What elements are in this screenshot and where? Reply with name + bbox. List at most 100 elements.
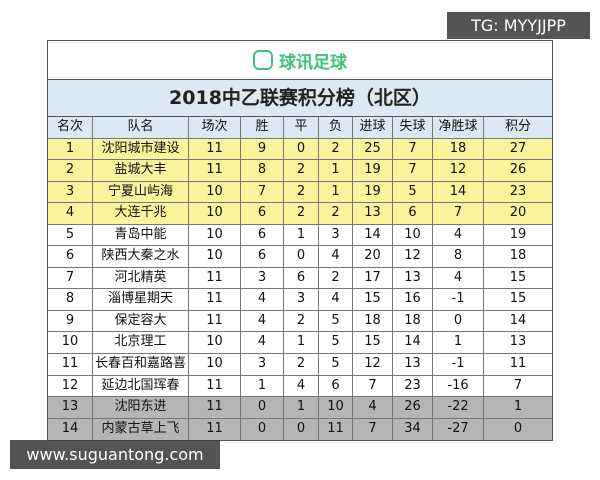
table-cell: 4 <box>48 203 93 224</box>
table-row: 8 淄博星期天 11 4 3 4 15 16 -1 15 <box>48 289 552 311</box>
table-cell: 0 <box>284 246 319 267</box>
table-cell: 11 <box>189 267 241 289</box>
table-cell: 26 <box>509 162 527 178</box>
table-cell: 14 <box>48 418 93 441</box>
table-cell: 1 <box>284 397 319 418</box>
table-cell: 13 <box>48 397 93 418</box>
table-cell: 14 <box>353 224 393 246</box>
table-cell: 沈阳城市建设 <box>93 138 189 160</box>
table-cell: 7 <box>513 377 523 393</box>
table-cell: 保定容大 <box>93 310 189 332</box>
table-cell: 1 <box>433 332 484 354</box>
table-cell: 19 <box>509 226 527 242</box>
table-cell: 11 <box>319 418 353 441</box>
table-row: 10 北京理工 10 4 1 5 15 14 1 13 <box>48 332 552 355</box>
table-cell: 11 <box>189 310 241 332</box>
table-cell: 7 <box>393 138 433 160</box>
table-cell: 0 <box>284 138 319 160</box>
table-cell: 1 <box>513 399 523 415</box>
table-cell: 延边北国珲春 <box>93 375 189 397</box>
table-row: 3 宁夏山屿海 10 7 2 1 19 5 14 23 <box>48 181 552 204</box>
table-row: 7 河北精英 11 3 6 2 17 13 4 15 <box>48 267 552 290</box>
table-cell: 河北精英 <box>93 267 189 289</box>
table-cell: 10 <box>189 246 241 267</box>
header-cell: 场次 <box>189 117 241 138</box>
table-cell: 4 <box>433 267 484 289</box>
table-cell: 27 <box>509 140 527 156</box>
table-cell: 7 <box>353 375 393 397</box>
table-cell: 5 <box>319 332 353 354</box>
table-cell: 4 <box>433 224 484 246</box>
table-cell: 11 <box>189 418 241 441</box>
table-cell: 15 <box>353 332 393 354</box>
table-cell: 陕西大秦之水 <box>93 246 189 267</box>
table-cell: -16 <box>433 375 484 397</box>
table-cell: 4 <box>319 289 353 310</box>
table-cell: 34 <box>393 418 433 441</box>
table-cell: 23 <box>509 183 527 199</box>
table-cell: 8 <box>48 289 93 310</box>
table-cell: 17 <box>353 267 393 289</box>
table-cell: 盐城大丰 <box>93 160 189 181</box>
table-cell: 3 <box>319 224 353 246</box>
header-cell: 失球 <box>393 117 433 138</box>
table-cell: 13 <box>353 203 393 224</box>
standings-table: 名次 队名 场次胜平负进球 失球 净胜球 积分 1 沈阳城市建设 11 9 0 2 25 7 18 27 2 盐城… <box>48 117 552 441</box>
table-cell: 6 <box>393 203 433 224</box>
table-cell: 26 <box>393 397 433 418</box>
table-cell: 8 <box>241 160 284 181</box>
table-row: 2 盐城大丰 11 8 2 1 19 7 12 26 <box>48 160 552 182</box>
table-cell: 6 <box>284 267 319 289</box>
table-cell: 19 <box>353 181 393 203</box>
table-cell: 20 <box>509 205 527 221</box>
table-cell: 1 <box>319 160 353 181</box>
table-cell: 13 <box>393 354 433 375</box>
table-cell: 11 <box>189 375 241 397</box>
table-cell: 10 <box>189 203 241 224</box>
table-cell: 12 <box>433 160 484 181</box>
table-row: 11 长春百和嘉路喜 10 3 2 5 12 13 -1 11 <box>48 354 552 376</box>
table-cell: 1 <box>284 332 319 354</box>
table-cell: 7 <box>48 267 93 289</box>
table-cell: 11 <box>48 354 93 375</box>
table-cell: 2 <box>48 160 93 181</box>
table-row: 9 保定容大 11 4 2 5 18 18 0 14 <box>48 310 552 333</box>
table-cell: 北京理工 <box>93 332 189 354</box>
table-cell: 3 <box>241 354 284 375</box>
table-cell: 2 <box>284 203 319 224</box>
table-cell: 2 <box>284 181 319 203</box>
table-cell: 5 <box>393 181 433 203</box>
header-cell: 净胜球 <box>433 117 484 138</box>
logo-text: 球讯足球 <box>279 52 347 73</box>
table-cell: 12 <box>48 375 93 397</box>
table-cell: 3 <box>48 181 93 203</box>
table-cell: -22 <box>433 397 484 418</box>
table-cell: 15 <box>353 289 393 310</box>
table-cell: 13 <box>393 267 433 289</box>
table-cell: 7 <box>393 160 433 181</box>
table-cell: 6 <box>48 246 93 267</box>
table-row: 5 青岛中能 10 6 1 3 14 10 4 19 <box>48 224 552 247</box>
table-cell: 宁夏山屿海 <box>93 181 189 203</box>
logo-row: 球讯足球 <box>48 41 552 80</box>
table-cell: 1 <box>319 181 353 203</box>
table-cell: 6 <box>241 203 284 224</box>
table-cell: 1 <box>241 375 284 397</box>
table-cell: 青岛中能 <box>93 224 189 246</box>
table-cell: 4 <box>241 289 284 310</box>
table-cell: 7 <box>241 181 284 203</box>
table-cell: 20 <box>353 246 393 267</box>
table-cell: 1 <box>284 224 319 246</box>
table-cell: 淄博星期天 <box>93 289 189 310</box>
table-cell: 10 <box>48 332 93 354</box>
table-cell: 7 <box>433 203 484 224</box>
table-cell: 11 <box>509 356 527 372</box>
table-cell: 18 <box>509 248 527 264</box>
table-cell: 12 <box>353 354 393 375</box>
header-row: 名次 队名 场次胜平负进球 失球 净胜球 积分 <box>48 117 552 139</box>
table-cell: 4 <box>241 310 284 332</box>
table-cell: -1 <box>433 289 484 310</box>
table-cell: 5 <box>48 224 93 246</box>
table-cell: -27 <box>433 418 484 441</box>
table-cell: 10 <box>393 224 433 246</box>
